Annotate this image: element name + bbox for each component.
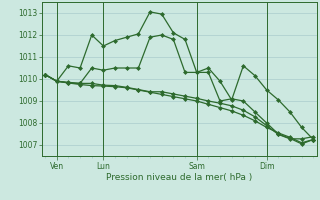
X-axis label: Pression niveau de la mer( hPa ): Pression niveau de la mer( hPa ) bbox=[106, 173, 252, 182]
